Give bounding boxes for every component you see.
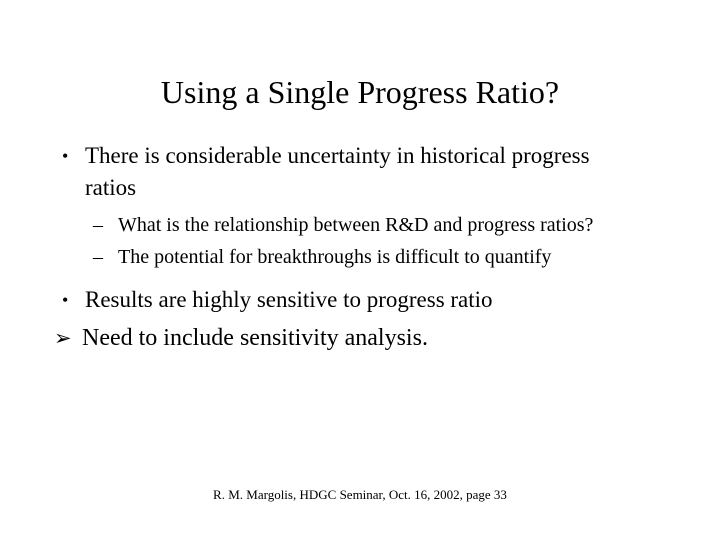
sub-bullet-text: What is the relationship between R&D and… <box>118 214 594 236</box>
arrow-bullet-text: Need to include sensitivity analysis. <box>82 325 428 351</box>
bullet-text: There is considerable uncertainty in his… <box>85 143 590 200</box>
dash-icon: – <box>93 246 103 268</box>
arrowhead-icon: ➢ <box>54 326 72 350</box>
dash-icon: – <box>93 214 103 236</box>
slide-body: • There is considerable uncertainty in h… <box>54 140 690 354</box>
bullet-text: Results are highly sensitive to progress… <box>85 287 493 312</box>
bullet-dot-icon: • <box>62 146 69 166</box>
slide-title: Using a Single Progress Ratio? <box>160 74 560 110</box>
sub-bullet-text: The potential for breakthroughs is diffi… <box>118 246 552 268</box>
bullet-item: • Results are highly sensitive to progre… <box>62 284 690 316</box>
sub-bullet-item: – The potential for breakthroughs is dif… <box>93 242 690 272</box>
bullet-dot-icon: • <box>62 290 69 310</box>
slide-footer: R. M. Margolis, HDGC Seminar, Oct. 16, 2… <box>213 487 507 502</box>
arrow-bullet-item: ➢ Need to include sensitivity analysis. <box>54 322 690 354</box>
sub-bullet-item: – What is the relationship between R&D a… <box>93 210 690 240</box>
bullet-item: • There is considerable uncertainty in h… <box>62 140 690 204</box>
